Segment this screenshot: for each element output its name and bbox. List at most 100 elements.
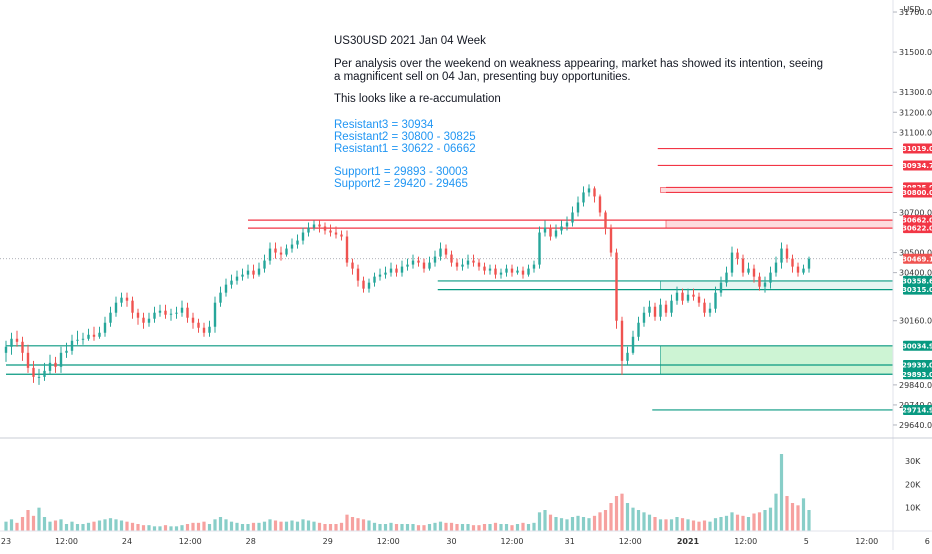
candle[interactable] [257,262,261,277]
candle[interactable] [340,230,343,241]
candle[interactable] [400,260,404,277]
candle[interactable] [664,300,668,317]
candle[interactable] [136,308,140,325]
candle[interactable] [774,256,778,277]
candle[interactable] [681,288,684,305]
candle[interactable] [59,346,63,373]
candle[interactable] [461,258,464,271]
candle[interactable] [114,296,118,317]
candle[interactable] [565,216,569,231]
candle[interactable] [455,258,459,271]
candle[interactable] [197,318,200,333]
candle[interactable] [213,296,217,333]
candle[interactable] [532,260,536,273]
candle[interactable] [466,254,470,269]
candle[interactable] [560,220,563,235]
candle[interactable] [175,306,178,319]
candle[interactable] [763,276,767,293]
candle[interactable] [703,298,706,317]
candle[interactable] [263,254,266,273]
candle[interactable] [631,330,635,355]
candle[interactable] [109,306,112,327]
candle[interactable] [103,316,107,337]
candle[interactable] [598,194,602,217]
candle[interactable] [659,298,662,321]
candle[interactable] [26,344,30,373]
candle[interactable] [428,256,431,271]
candle[interactable] [285,244,288,257]
candle[interactable] [186,302,189,323]
candle[interactable] [65,342,68,358]
candle[interactable] [202,322,206,337]
candle[interactable] [411,254,415,269]
candle[interactable] [318,220,321,233]
candle[interactable] [708,302,712,317]
candle[interactable] [235,270,239,285]
candle[interactable] [230,274,233,289]
candle[interactable] [334,226,338,239]
candle[interactable] [384,266,387,279]
candle[interactable] [15,330,19,347]
candle[interactable] [730,246,734,277]
candle[interactable] [791,254,794,273]
candle[interactable] [769,266,772,289]
candle[interactable] [433,250,437,267]
candle[interactable] [70,334,74,355]
candle[interactable] [752,264,756,283]
candle[interactable] [422,258,426,273]
candle[interactable] [670,294,673,317]
candle[interactable] [439,242,442,261]
candle[interactable] [758,272,761,291]
candle[interactable] [747,262,750,275]
candle[interactable] [483,262,486,275]
candle[interactable] [362,276,365,293]
candle[interactable] [142,312,145,329]
candle[interactable] [268,242,272,265]
candle[interactable] [158,304,162,317]
candle[interactable] [21,336,24,361]
candle[interactable] [301,227,305,245]
candle[interactable] [450,250,453,267]
candle[interactable] [296,234,299,249]
candle[interactable] [488,264,492,275]
candle[interactable] [571,206,574,227]
candle[interactable] [714,286,717,313]
candle[interactable] [444,244,448,259]
candle[interactable] [576,196,580,217]
candle[interactable] [323,222,327,235]
candle[interactable] [686,288,690,303]
candle[interactable] [290,238,294,253]
candle[interactable] [692,288,695,301]
candle[interactable] [373,272,376,287]
candle[interactable] [417,256,420,267]
candle[interactable] [477,258,481,271]
candle[interactable] [741,254,745,277]
candle[interactable] [796,262,800,277]
candle[interactable] [505,264,508,277]
candle[interactable] [637,316,640,341]
candle[interactable] [351,258,354,275]
candle[interactable] [279,246,283,261]
candle[interactable] [527,264,530,277]
candle[interactable] [620,316,624,375]
candle[interactable] [472,254,475,267]
candle[interactable] [521,266,525,279]
candle[interactable] [582,186,585,207]
candle[interactable] [76,330,79,345]
candle[interactable] [147,312,151,327]
candle[interactable] [593,186,596,203]
candle[interactable] [367,278,371,293]
candle[interactable] [736,248,739,265]
candle[interactable] [219,286,222,307]
candle[interactable] [378,268,382,281]
candle[interactable] [807,256,811,273]
candle[interactable] [54,356,57,373]
candle[interactable] [648,300,651,317]
candle[interactable] [516,266,519,275]
candle[interactable] [180,300,184,317]
candle[interactable] [780,242,783,269]
candle[interactable] [653,302,657,321]
candle[interactable] [329,224,332,237]
candle[interactable] [307,222,310,237]
